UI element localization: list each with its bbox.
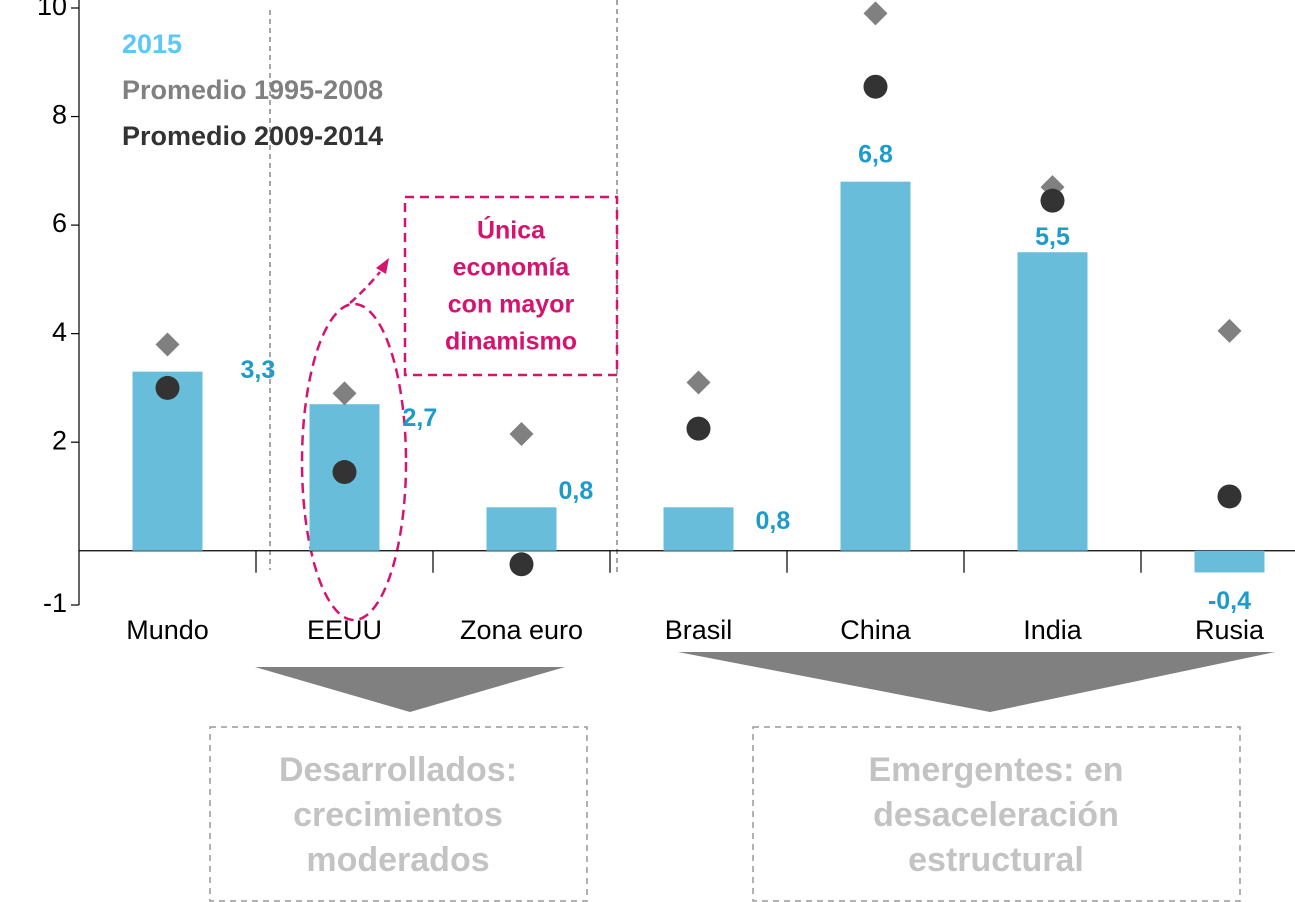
x-tick-label: Brasil (665, 615, 733, 645)
legend-entry: Promedio 1995-2008 (122, 75, 383, 105)
circle-marker (332, 460, 357, 485)
value-label: 2,7 (403, 404, 438, 432)
y-tick-label: 4 (52, 317, 67, 347)
annotation-text: economía (453, 254, 571, 282)
diamond-marker (332, 381, 357, 406)
circle-marker (863, 74, 888, 99)
annotation-text: con mayor (448, 291, 575, 319)
value-label: -0,4 (1208, 587, 1251, 615)
group-box (209, 726, 588, 902)
circle-marker (155, 375, 180, 400)
value-label: 3,3 (241, 356, 276, 384)
group-box (752, 726, 1241, 902)
x-tick-label: India (1023, 615, 1083, 645)
diamond-marker (686, 370, 711, 395)
y-tick-label: 2 (52, 425, 67, 455)
annotation-text: Única (477, 215, 546, 245)
y-tick-label: -1 (43, 588, 67, 618)
group-label: moderados (306, 841, 489, 879)
circle-marker (509, 552, 534, 577)
x-tick-label: EEUU (307, 615, 382, 645)
group-label: Emergentes: en (868, 751, 1123, 789)
diamond-marker (509, 422, 534, 447)
circle-marker (1217, 484, 1242, 509)
arrowhead (376, 258, 389, 274)
group-label: desaceleración (873, 796, 1119, 834)
x-tick-label: China (840, 615, 912, 645)
diamond-marker (155, 332, 180, 357)
y-tick-label: 10 (37, 0, 67, 21)
diamond-marker (863, 1, 888, 26)
circle-marker (686, 416, 711, 441)
circle-marker (1040, 188, 1065, 213)
bar (486, 507, 557, 551)
value-label: 6,8 (858, 140, 893, 168)
group-label: estructural (908, 841, 1084, 879)
bar (1194, 550, 1265, 573)
group-label: crecimientos (293, 796, 503, 834)
annotation-box (403, 195, 619, 377)
x-tick-label: Mundo (126, 615, 209, 645)
annotation-text: dinamismo (445, 328, 577, 356)
value-label: 0,8 (559, 477, 594, 505)
x-tick-label: Zona euro (460, 615, 583, 645)
value-label: 5,5 (1035, 223, 1070, 251)
y-tick-label: 6 (52, 208, 67, 238)
bar (1017, 252, 1088, 551)
bar (663, 507, 734, 551)
value-label: 0,8 (756, 507, 791, 535)
legend-entry: 2015 (122, 29, 182, 59)
bar (132, 371, 203, 551)
legend-entry: Promedio 2009-2014 (122, 121, 383, 151)
annotation-arrow (349, 271, 381, 304)
group-arrow (678, 652, 1275, 712)
highlight-ellipse (300, 302, 408, 622)
group-label: Desarrollados: (279, 751, 517, 789)
group-arrow (255, 667, 565, 712)
diamond-marker (1217, 318, 1242, 343)
bar (840, 181, 911, 551)
y-tick-label: 8 (52, 100, 67, 130)
x-tick-label: Rusia (1195, 615, 1265, 645)
